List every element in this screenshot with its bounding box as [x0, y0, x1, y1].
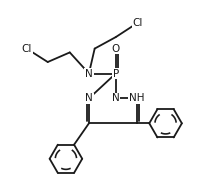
Text: Cl: Cl [22, 44, 32, 54]
Text: N: N [112, 93, 120, 103]
Text: N: N [85, 69, 93, 79]
Text: Cl: Cl [133, 18, 143, 28]
Text: NH: NH [129, 93, 145, 103]
Text: O: O [112, 44, 120, 54]
Text: N: N [85, 93, 93, 103]
Text: P: P [113, 69, 119, 79]
